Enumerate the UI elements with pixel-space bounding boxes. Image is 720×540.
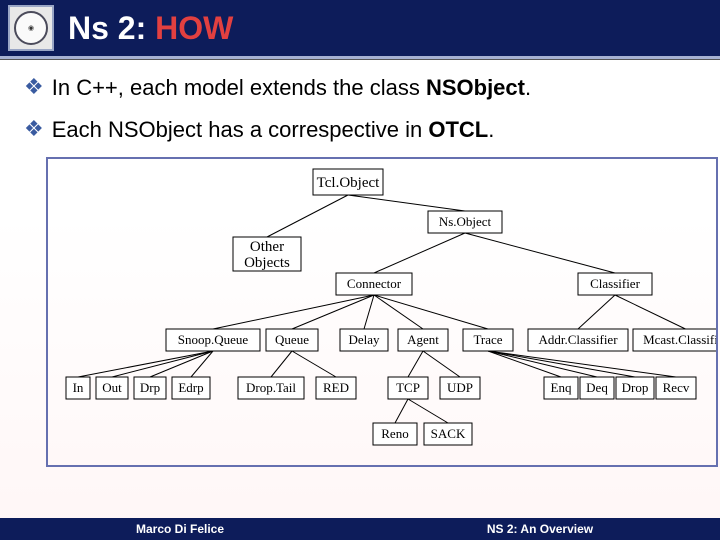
node-label-tclobject: Tcl.Object (317, 175, 381, 191)
header-bar: ◉ Ns 2: HOW (0, 0, 720, 56)
node-label-in: In (73, 380, 84, 395)
class-hierarchy-diagram: Tcl.Object OtherObjects Ns.Object Connector… (46, 157, 718, 467)
edge-trace-enq (488, 351, 561, 377)
edge-connector-agent (374, 295, 423, 329)
node-label-deq: Deq (586, 380, 608, 395)
bullet-row: ❖ In C++, each model extends the class N… (24, 74, 696, 102)
node-label-edrp: Edrp (178, 380, 203, 395)
node-label-connector: Connector (347, 276, 402, 291)
edge-nsobject-classifier (465, 233, 615, 273)
diamond-bullet-icon: ❖ (24, 74, 44, 100)
footer-subtitle: NS 2: An Overview (360, 522, 720, 536)
node-label-snoopqueue: Snoop.Queue (178, 332, 249, 347)
node-label-addrclass: Addr.Classifier (538, 332, 618, 347)
slide-title: Ns 2: HOW (68, 10, 233, 47)
node-label-trace: Trace (473, 332, 502, 347)
diamond-bullet-icon: ❖ (24, 116, 44, 142)
title-2: 2: (109, 10, 155, 46)
footer-bar: Marco Di Felice NS 2: An Overview (0, 518, 720, 540)
edge-trace-drop (488, 351, 635, 377)
seal-logo: ◉ (8, 5, 54, 51)
node-label-out: Out (102, 380, 122, 395)
edge-agent-tcp (408, 351, 423, 377)
edge-tcp-reno (395, 399, 408, 423)
edge-snoopqueue-drp (150, 351, 213, 377)
node-label-tcp: TCP (396, 380, 420, 395)
edge-classifier-mcastclass (615, 295, 686, 329)
hierarchy-svg: Tcl.Object OtherObjects Ns.Object Connector… (48, 159, 716, 465)
node-label-red: RED (323, 380, 349, 395)
seal-logo-inner: ◉ (14, 11, 48, 45)
node-label-classifier: Classifier (590, 276, 640, 291)
edge-queue-red (292, 351, 336, 377)
edge-connector-queue (292, 295, 374, 329)
node-label-recv: Recv (663, 380, 690, 395)
title-how: HOW (155, 10, 233, 46)
bullet-text: Each NSObject has a correspective in OTC… (52, 116, 495, 144)
bullet-row: ❖ Each NSObject has a correspective in O… (24, 116, 696, 144)
edge-tcp-sack (408, 399, 448, 423)
footer-author: Marco Di Felice (0, 522, 360, 536)
node-label-sack: SACK (431, 426, 466, 441)
title-ns: Ns (68, 10, 109, 46)
node-label-udp: UDP (447, 380, 473, 395)
bullet-text: In C++, each model extends the class NSO… (52, 74, 531, 102)
node-label-queue: Queue (275, 332, 309, 347)
edge-classifier-addrclass (578, 295, 615, 329)
node-label-enq: Enq (551, 380, 572, 395)
edge-nsobject-connector (374, 233, 465, 273)
edge-tclobject-nsobject (348, 195, 465, 211)
edge-connector-snoopqueue (213, 295, 374, 329)
node-label-reno: Reno (381, 426, 408, 441)
node-label-droptail: Drop.Tail (246, 380, 296, 395)
edge-queue-droptail (271, 351, 292, 377)
edge-connector-trace (374, 295, 488, 329)
node-label-other: Objects (244, 255, 290, 271)
node-label-drop: Drop (622, 380, 649, 395)
node-label-drp: Drp (140, 380, 160, 395)
node-label-nsobject: Ns.Object (439, 214, 492, 229)
edge-agent-udp (423, 351, 460, 377)
content-area: ❖ In C++, each model extends the class N… (0, 60, 720, 467)
node-label-other: Other (250, 239, 284, 255)
edge-snoopqueue-out (112, 351, 213, 377)
node-label-agent: Agent (407, 332, 439, 347)
node-label-delay: Delay (348, 332, 380, 347)
edge-snoopqueue-in (78, 351, 213, 377)
edge-connector-delay (364, 295, 374, 329)
node-label-mcastclass: Mcast.Classifier (643, 332, 716, 347)
edge-tclobject-other (267, 195, 348, 237)
